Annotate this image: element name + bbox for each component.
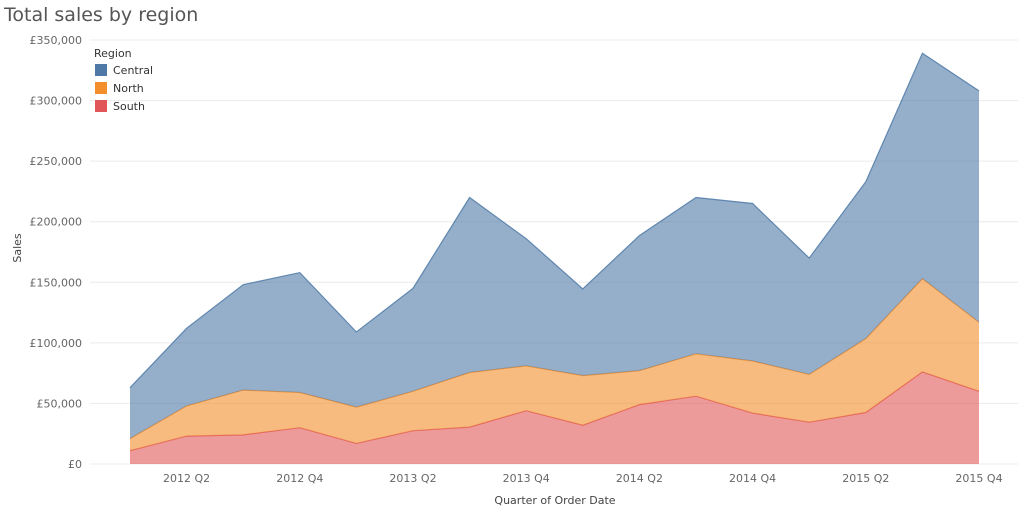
x-tick-label: 2014 Q4 (729, 472, 776, 485)
legend: Region Central North South (94, 47, 153, 113)
x-axis-ticks: 2012 Q2 2012 Q4 2013 Q2 2013 Q4 2014 Q2 2014 … (163, 472, 1003, 485)
y-tick-label: £100,000 (30, 337, 83, 350)
x-tick-label: 2012 Q4 (276, 472, 323, 485)
y-tick-label: £50,000 (37, 397, 83, 410)
area-north (130, 278, 979, 451)
legend-label-central: Central (113, 64, 153, 77)
legend-label-north: North (113, 82, 144, 95)
chart-title: Total sales by region (4, 4, 199, 26)
legend-title: Region (94, 47, 132, 60)
area-series (129, 52, 980, 464)
x-tick-label: 2013 Q2 (389, 472, 436, 485)
y-axis-label: Sales (11, 233, 24, 263)
y-tick-label: £0 (68, 458, 82, 471)
x-tick-label: 2015 Q2 (842, 472, 889, 485)
x-tick-label: 2012 Q2 (163, 472, 210, 485)
y-tick-label: £350,000 (30, 34, 83, 47)
x-tick-label: 2015 Q4 (955, 472, 1002, 485)
x-tick-label: 2014 Q2 (616, 472, 663, 485)
y-tick-label: £300,000 (30, 95, 83, 108)
y-axis-ticks: £0 £50,000 £100,000 £150,000 £200,000 £250,00… (30, 34, 83, 471)
y-tick-label: £200,000 (30, 216, 83, 229)
y-tick-label: £150,000 (30, 276, 83, 289)
legend-swatch-south (95, 100, 107, 112)
legend-label-south: South (113, 100, 145, 113)
area-edge-central (129, 52, 980, 389)
x-axis-label: Quarter of Order Date (494, 494, 615, 507)
area-central (130, 53, 979, 439)
y-tick-label: £250,000 (30, 155, 83, 168)
x-tick-label: 2013 Q4 (503, 472, 550, 485)
legend-swatch-north (95, 82, 107, 94)
legend-swatch-central (95, 64, 107, 76)
